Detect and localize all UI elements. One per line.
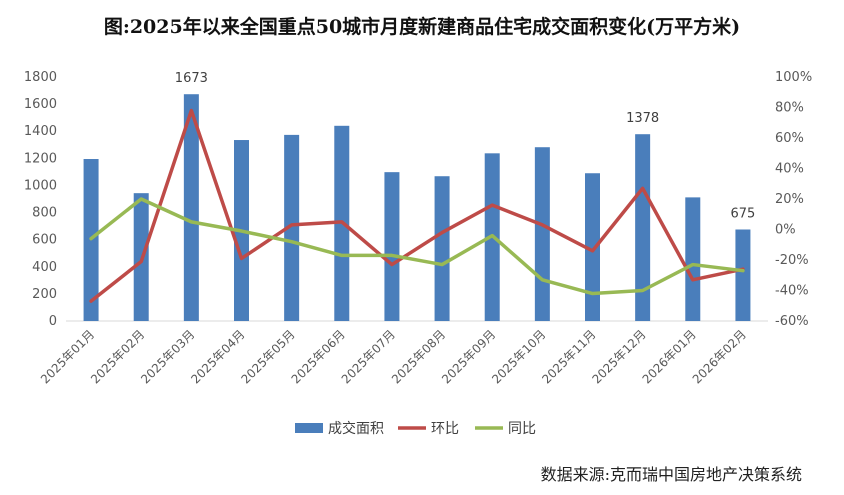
x-axis: 2025年01月2025年02月2025年03月2025年04月2025年05月… <box>38 327 749 386</box>
y-right-tick-label: -40% <box>775 284 809 299</box>
y-left-tick-label: 600 <box>32 233 57 248</box>
y-right-tick-label: -60% <box>775 314 809 329</box>
y-right-tick-label: 100% <box>775 70 812 85</box>
series-line-2 <box>89 197 745 296</box>
legend-label: 同比 <box>508 421 536 437</box>
y-left-tick-label: 1800 <box>24 70 57 85</box>
y-right-tick-label: 20% <box>775 192 804 207</box>
bar <box>585 173 600 321</box>
bar <box>284 134 300 321</box>
y-left-tick-label: 200 <box>32 287 57 302</box>
bar <box>384 172 400 321</box>
bar <box>434 176 450 321</box>
y-axis-right: -60% -40% -20% 0% 20% 40% 60% 80% 100% <box>775 70 812 329</box>
data-label: 1378 <box>626 111 659 126</box>
y-left-tick-label: 1000 <box>24 178 57 193</box>
bar <box>685 197 701 321</box>
y-left-tick-label: 1400 <box>24 124 57 139</box>
y-left-tick-label: 1600 <box>24 97 57 112</box>
bar <box>183 94 199 322</box>
y-right-tick-label: 60% <box>775 131 804 146</box>
data-labels: 1673 1378 675 <box>175 71 756 221</box>
legend: 成交面积 环比 同比 <box>295 420 536 437</box>
legend-label: 成交面积 <box>328 420 384 437</box>
data-label: 675 <box>731 207 756 222</box>
data-label: 1673 <box>175 71 208 86</box>
x-tick-label: 2026年02月 <box>690 327 749 386</box>
y-right-tick-label: -20% <box>775 253 809 268</box>
line-series <box>89 108 745 303</box>
y-left-tick-label: 800 <box>32 206 57 221</box>
legend-swatch-bar <box>295 423 323 433</box>
legend-label: 环比 <box>431 421 459 437</box>
y-left-tick-label: 400 <box>32 260 57 275</box>
y-axis-left: 0 200 400 600 800 1000 1200 1400 1600 1800 <box>24 70 57 329</box>
chart-title: 图:2025年以来全国重点50城市月度新建商品住宅成交面积变化(万平方米) <box>104 15 740 38</box>
y-right-tick-label: 0% <box>775 223 796 238</box>
bar <box>735 229 751 321</box>
series-line-1 <box>89 108 745 303</box>
source-note: 数据来源:克而瑞中国房地产决策系统 <box>541 465 802 484</box>
y-right-tick-label: 40% <box>775 162 804 177</box>
y-left-tick-label: 0 <box>49 314 57 329</box>
y-left-tick-label: 1200 <box>24 151 57 166</box>
bar <box>534 147 550 321</box>
bar <box>635 134 651 321</box>
y-right-tick-label: 80% <box>775 101 804 116</box>
bar-series <box>83 94 751 322</box>
